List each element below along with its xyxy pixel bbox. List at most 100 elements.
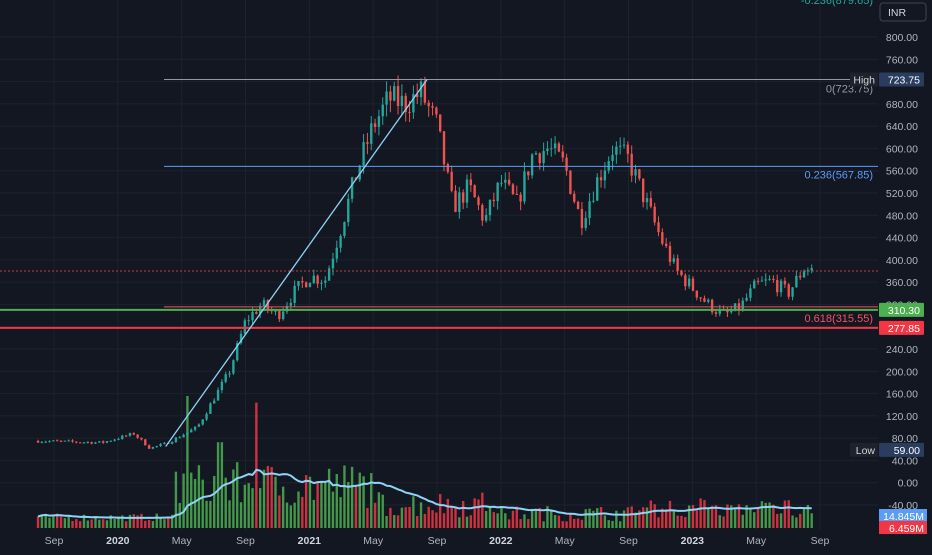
volume-bar [327, 468, 331, 528]
candle-body [538, 153, 541, 164]
volume-bar [105, 520, 109, 528]
candle-body [132, 433, 135, 435]
candle-body [178, 437, 181, 439]
volume-bar [795, 517, 798, 528]
candle-body [48, 441, 51, 443]
volume-bar [446, 498, 450, 528]
volume-bar [266, 466, 270, 528]
volume-bar [569, 513, 572, 528]
candle-body [316, 275, 319, 284]
volume-bar [109, 515, 112, 528]
candle-body [94, 442, 97, 444]
volume-bar [297, 491, 300, 528]
candle-body [232, 360, 235, 374]
candle-body [75, 441, 78, 443]
candle-body [611, 154, 614, 162]
volume-bar [787, 500, 790, 528]
candle-body [170, 441, 174, 444]
volume-bar [680, 515, 683, 528]
volume-bar [565, 521, 568, 528]
volume-bar [676, 515, 679, 528]
currency-button[interactable]: INR [879, 2, 927, 22]
volume-bar [760, 501, 764, 528]
volume-bar [312, 499, 315, 528]
volume-bar [619, 521, 622, 528]
volume-bar [454, 507, 457, 528]
candle-body [255, 312, 258, 314]
candle-body [477, 197, 480, 206]
volume-bar [151, 521, 155, 528]
candle-body [408, 111, 411, 113]
volume-bar [78, 521, 82, 528]
candle-body [473, 185, 476, 198]
candle-body [320, 282, 323, 284]
volume-bar [504, 513, 507, 528]
candle-body [741, 300, 744, 311]
volume-bar [40, 514, 44, 528]
candle-body [573, 193, 576, 202]
volume-bar [144, 520, 147, 528]
candle-body [779, 280, 783, 293]
y-tick-label: 760.00 [886, 54, 918, 66]
candle-body [435, 107, 438, 115]
support-green-tag-background [879, 302, 924, 317]
volume-bar [450, 505, 453, 528]
volume-bar [496, 513, 499, 528]
candle-body [500, 182, 503, 184]
candle-body [661, 232, 664, 244]
candle-body [703, 298, 706, 302]
volume-bar [638, 510, 641, 528]
volume-bar [224, 477, 227, 528]
candle-body [764, 279, 767, 281]
candle-body [377, 116, 381, 128]
volume-bar [140, 513, 143, 528]
volume-bar [128, 514, 132, 528]
candle-body [144, 439, 147, 446]
candle-body [599, 177, 603, 181]
support-red-tag-background [879, 320, 924, 335]
candle-body [607, 161, 610, 171]
candle-body [281, 311, 285, 320]
candle-body [454, 190, 457, 213]
volume-bar [649, 500, 653, 528]
volume-bar [247, 483, 250, 528]
trendline[interactable] [165, 79, 428, 447]
volume-bar [48, 517, 51, 528]
volume-bar [278, 495, 281, 528]
volume-bar [170, 514, 174, 528]
candle-body [749, 288, 752, 298]
volume-bar [94, 516, 97, 528]
candle-body [726, 310, 729, 313]
volume-bar [779, 513, 783, 528]
volume-bar [220, 442, 224, 528]
volume-bar [373, 502, 377, 528]
volume-bar [44, 513, 47, 528]
candle-body [105, 441, 109, 443]
candle-body [400, 95, 404, 107]
candle-body [101, 441, 105, 443]
candle-body [358, 165, 361, 180]
candle-body [458, 192, 461, 213]
candle-body [699, 297, 702, 299]
volume-bar [408, 506, 411, 528]
volume-bar [772, 504, 775, 528]
volume-bar [350, 466, 354, 528]
candle-body [791, 287, 794, 297]
candle-body [362, 142, 365, 166]
support-green-tag: 310.30 [888, 305, 920, 317]
candle-body [285, 305, 289, 312]
candle-body [262, 300, 266, 306]
candle-body [324, 280, 327, 283]
volume-bar [707, 507, 710, 528]
fib-level-label: 0.618(315.55) [805, 313, 874, 325]
volume-bar [362, 476, 365, 528]
candle-body [557, 143, 561, 152]
high-price-tag: 723.75 [888, 74, 920, 86]
y-tick-label: 560.00 [886, 166, 918, 178]
candle-body [481, 205, 484, 221]
candle-body [327, 268, 331, 281]
volume-bar [239, 502, 243, 528]
currency-button-frame[interactable] [879, 2, 927, 22]
